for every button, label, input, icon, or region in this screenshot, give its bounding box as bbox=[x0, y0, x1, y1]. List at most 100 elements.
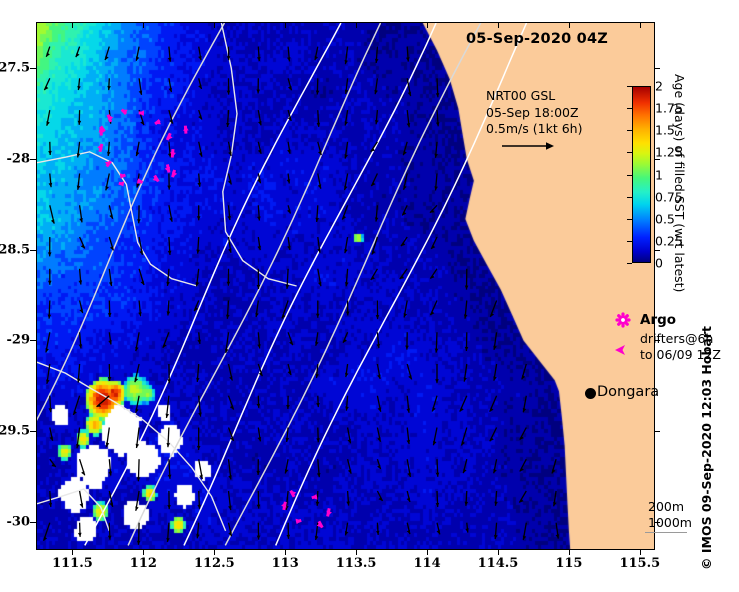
x-tickmark-top bbox=[639, 22, 641, 28]
current-vector-head bbox=[77, 378, 81, 383]
current-vector-head bbox=[107, 85, 111, 91]
x-tickmark-top bbox=[72, 22, 74, 28]
current-vector-head bbox=[345, 406, 349, 411]
x-tickmark bbox=[568, 549, 570, 555]
current-vector-head bbox=[48, 280, 52, 285]
current-vector-head bbox=[105, 55, 109, 61]
colorbar-tickmark bbox=[627, 263, 632, 264]
y-tickmark-right bbox=[654, 431, 660, 433]
map-legend: Argo drifters@6h to 06/09 12Z bbox=[612, 312, 721, 363]
x-tickmark bbox=[214, 549, 216, 555]
drifter-arrow bbox=[152, 175, 159, 182]
current-vector-head bbox=[196, 534, 200, 539]
map-plot-area bbox=[36, 22, 655, 550]
current-vector-head bbox=[169, 217, 173, 222]
current-vector-head bbox=[162, 343, 167, 348]
current-vector-head bbox=[463, 468, 467, 474]
depth-label-1000m: 1000m bbox=[648, 514, 692, 530]
current-vector-head bbox=[287, 209, 291, 214]
current-vector-field bbox=[42, 46, 560, 545]
y-tickmark bbox=[30, 521, 36, 523]
y-axis-label: -27.5 bbox=[0, 60, 30, 76]
current-vector-head bbox=[346, 501, 350, 506]
current-vector-head bbox=[81, 471, 85, 476]
depth-scale-line bbox=[645, 532, 687, 533]
x-axis-label: 113 bbox=[271, 556, 299, 571]
current-vector-head bbox=[228, 151, 232, 156]
x-tickmark-top bbox=[497, 22, 499, 28]
colorbar-tickmark bbox=[627, 218, 632, 220]
current-vector-head bbox=[105, 442, 110, 447]
y-tickmark-right bbox=[654, 340, 660, 342]
x-tickmark-top bbox=[568, 22, 570, 28]
current-vector-head bbox=[377, 407, 381, 412]
drifter-arrow bbox=[167, 134, 173, 140]
drifter-arrow bbox=[155, 119, 161, 125]
current-vector-head bbox=[167, 379, 171, 384]
current-vector-head bbox=[314, 535, 319, 541]
current-vector-head bbox=[48, 182, 53, 188]
current-vector-head bbox=[227, 215, 231, 221]
colorbar-tick-label: 1.5 bbox=[655, 122, 675, 138]
drifter-arrow bbox=[97, 143, 103, 150]
current-vector-head bbox=[256, 470, 260, 475]
current-vector-head bbox=[108, 340, 112, 345]
current-vector-head bbox=[374, 89, 378, 95]
current-vector-head bbox=[377, 437, 381, 442]
current-vector-head bbox=[403, 185, 407, 190]
colorbar-tick-label: 0.75 bbox=[655, 189, 683, 205]
current-vector-head bbox=[344, 248, 348, 254]
colorbar-tick-label: 2 bbox=[655, 78, 663, 94]
current-vector-head bbox=[226, 281, 231, 286]
colorbar-tick-label: 0 bbox=[655, 255, 663, 271]
colorbar-tickmark bbox=[627, 108, 632, 110]
current-vector-head bbox=[109, 502, 113, 507]
current-vector-head bbox=[108, 471, 112, 476]
x-tickmark bbox=[497, 549, 499, 555]
current-vector-head bbox=[78, 280, 83, 285]
drifter-arrow bbox=[170, 151, 176, 158]
current-vector-head bbox=[76, 444, 80, 449]
current-vector-head bbox=[136, 477, 141, 482]
current-vector-head bbox=[78, 532, 82, 537]
current-vector-head bbox=[407, 91, 411, 97]
current-vector-head bbox=[140, 120, 144, 126]
colorbar-tickmark bbox=[627, 152, 632, 154]
current-vector-head bbox=[107, 377, 112, 381]
current-vector-head bbox=[407, 472, 411, 477]
y-tickmark bbox=[30, 68, 36, 70]
current-vector-head bbox=[344, 154, 348, 159]
current-vector-head bbox=[256, 535, 261, 540]
current-vector-head bbox=[257, 149, 262, 154]
dongara-label: Dongara bbox=[597, 384, 660, 400]
current-vector-head bbox=[227, 180, 232, 185]
current-vector-head bbox=[433, 440, 437, 446]
x-axis-label: 112.5 bbox=[193, 556, 235, 571]
current-vector-head bbox=[406, 497, 410, 502]
current-vector-head bbox=[76, 153, 81, 158]
current-vector-head bbox=[377, 374, 381, 379]
drifter-arrow bbox=[104, 161, 111, 167]
current-vector-head bbox=[195, 282, 200, 287]
current-vector-head bbox=[345, 311, 350, 316]
current-vector-head bbox=[315, 501, 320, 506]
x-tickmark bbox=[72, 549, 74, 555]
current-vector-head bbox=[315, 90, 320, 95]
current-vector-head bbox=[431, 244, 436, 249]
current-vector-head bbox=[317, 184, 322, 189]
current-vector-head bbox=[257, 245, 261, 251]
current-vector-head bbox=[229, 436, 234, 441]
current-vector-head bbox=[401, 242, 406, 247]
current-vector-head bbox=[405, 345, 409, 350]
x-axis-label: 115.5 bbox=[619, 556, 661, 571]
y-tickmark bbox=[30, 431, 36, 433]
drifter-arrow bbox=[326, 510, 332, 517]
current-vector-head bbox=[370, 275, 375, 280]
legend-label-argo: Argo bbox=[640, 312, 677, 328]
current-vector-head bbox=[194, 306, 199, 312]
current-vector-head bbox=[196, 445, 201, 450]
drifter-arrow bbox=[108, 114, 114, 121]
current-vector-head bbox=[198, 115, 202, 120]
current-vector-head bbox=[109, 214, 113, 219]
current-vector-head bbox=[168, 87, 172, 93]
